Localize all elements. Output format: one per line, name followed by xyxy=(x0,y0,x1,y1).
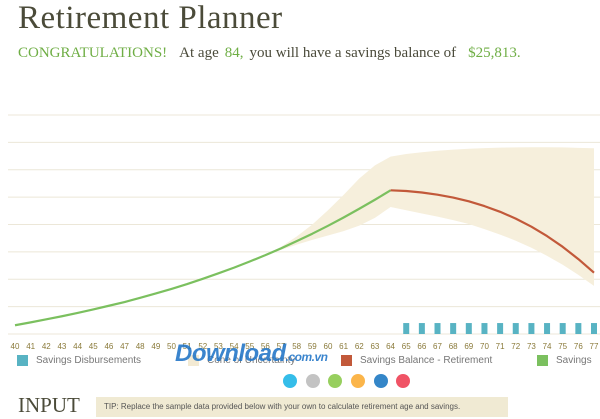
tip-banner: TIP: Replace the sample data provided be… xyxy=(96,397,508,417)
x-tick-label: 45 xyxy=(89,342,98,351)
x-tick-label: 41 xyxy=(26,342,35,351)
x-tick-label: 62 xyxy=(355,342,364,351)
x-tick-label: 53 xyxy=(214,342,223,351)
x-tick-label: 68 xyxy=(449,342,458,351)
x-tick-label: 54 xyxy=(230,342,239,351)
disbursement-bar xyxy=(591,323,597,334)
retirement-age-value: 84, xyxy=(224,45,244,61)
legend-swatch-retirement xyxy=(341,355,352,366)
x-tick-label: 70 xyxy=(480,342,489,351)
x-tick-label: 49 xyxy=(151,342,160,351)
x-tick-label: 51 xyxy=(183,342,192,351)
input-heading: INPUT xyxy=(18,393,80,417)
watermark-main: Download xyxy=(175,340,286,367)
legend-item-savings: Savings xyxy=(537,355,592,366)
x-tick-label: 66 xyxy=(417,342,426,351)
x-tick-label: 44 xyxy=(73,342,82,351)
disbursement-bar xyxy=(512,323,519,334)
legend-label-retirement: Savings Balance - Retirement xyxy=(360,355,493,366)
legend-item-retirement: Savings Balance - Retirement xyxy=(341,355,492,366)
disbursement-bar xyxy=(497,323,504,334)
disbursement-bar xyxy=(450,323,457,334)
x-tick-label: 64 xyxy=(386,342,395,351)
disbursement-bar xyxy=(575,323,582,334)
legend-item-cone: Cone of Uncertainty xyxy=(188,355,295,366)
x-tick-label: 56 xyxy=(261,342,270,351)
x-tick-label: 67 xyxy=(433,342,442,351)
page-title: Retirement Planner xyxy=(18,0,283,36)
disbursement-bar xyxy=(559,323,566,334)
x-tick-label: 42 xyxy=(42,342,51,351)
theme-dot-gray[interactable] xyxy=(305,374,320,388)
legend-label-disbursements: Savings Disbursements xyxy=(36,355,142,366)
x-tick-label: 40 xyxy=(11,342,20,351)
x-tick-label: 73 xyxy=(527,342,536,351)
legend-swatch-savings xyxy=(537,355,548,366)
disbursement-bar xyxy=(544,323,551,334)
x-tick-label: 59 xyxy=(308,342,317,351)
theme-dot-darkblue[interactable] xyxy=(373,374,388,388)
x-tick-label: 43 xyxy=(57,342,66,351)
disbursement-bar xyxy=(418,323,425,334)
legend-swatch-disbursements xyxy=(17,355,28,366)
x-tick-label: 76 xyxy=(574,342,583,351)
x-tick-label: 48 xyxy=(136,342,145,351)
x-tick-label: 50 xyxy=(167,342,176,351)
x-tick-label: 72 xyxy=(511,342,520,351)
chart-legend: Savings Disbursements Cone of Uncertaint… xyxy=(0,355,600,371)
x-tick-label: 55 xyxy=(245,342,254,351)
congrats-text: CONGRATULATIONS! xyxy=(18,45,168,61)
x-tick-label: 47 xyxy=(120,342,129,351)
theme-color-picker xyxy=(283,374,419,388)
x-tick-label: 57 xyxy=(277,342,286,351)
watermark-tld: .com.vn xyxy=(285,350,328,364)
savings-balance-value: $25,813. xyxy=(468,45,521,61)
x-tick-label: 52 xyxy=(198,342,207,351)
x-tick-label: 61 xyxy=(339,342,348,351)
theme-dot-blue[interactable] xyxy=(283,374,297,388)
retirement-balance-line xyxy=(390,189,595,274)
x-tick-label: 46 xyxy=(104,342,113,351)
x-tick-label: 60 xyxy=(324,342,333,351)
theme-dot-red[interactable] xyxy=(396,374,411,388)
watermark-logo: Download.com.vn xyxy=(175,340,328,368)
theme-dot-green[interactable] xyxy=(328,374,343,388)
x-tick-label: 65 xyxy=(402,342,411,351)
disbursement-bar xyxy=(528,323,535,334)
at-age-label: At age xyxy=(179,45,219,61)
x-axis-ticks: 40 41 42 43 44 45 46 47 48 49 50 51 52 53 54 55 56 57 58 59… xyxy=(11,342,599,351)
x-tick-label: 77 xyxy=(590,342,599,351)
balance-label: you will have a savings balance of xyxy=(249,45,457,61)
legend-label-savings: Savings xyxy=(556,355,592,366)
cone-area xyxy=(265,147,594,286)
summary-line: CONGRATULATIONS! At age 84, you will have a… xyxy=(18,45,521,62)
cone-of-uncertainty xyxy=(265,147,594,286)
savings-line xyxy=(14,189,392,327)
legend-item-disbursements: Savings Disbursements xyxy=(17,355,141,366)
disbursement-bars xyxy=(403,323,597,334)
theme-dot-orange[interactable] xyxy=(351,374,366,388)
legend-swatch-cone xyxy=(188,355,199,366)
disbursement-bar xyxy=(403,323,410,334)
x-tick-label: 58 xyxy=(292,342,301,351)
chart-lines xyxy=(14,189,595,327)
x-tick-label: 71 xyxy=(496,342,505,351)
x-tick-label: 74 xyxy=(543,342,552,351)
legend-label-cone: Cone of Uncertainty xyxy=(207,355,296,366)
x-tick-label: 69 xyxy=(464,342,473,351)
disbursement-bar xyxy=(434,323,441,334)
disbursement-bar xyxy=(481,323,488,334)
x-tick-label: 63 xyxy=(370,342,379,351)
disbursement-bar xyxy=(465,323,472,334)
x-tick-label: 75 xyxy=(558,342,567,351)
